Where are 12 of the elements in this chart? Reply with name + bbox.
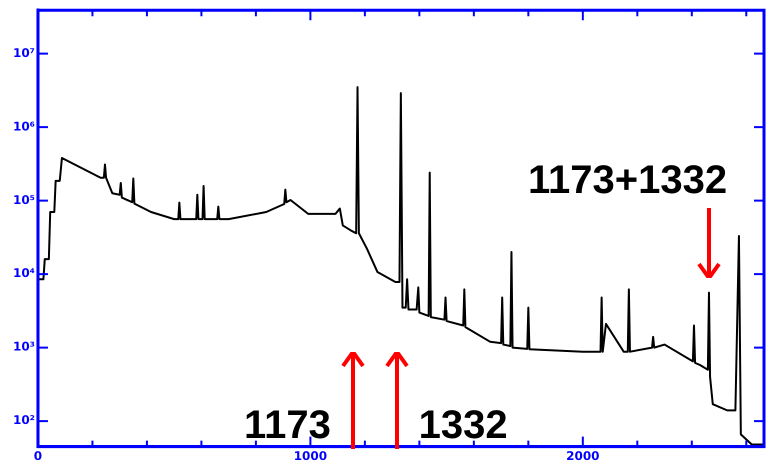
y-tick-label: 10² bbox=[12, 413, 35, 428]
y-tick-label: 10⁷ bbox=[12, 46, 35, 60]
x-tick-label: 1000 bbox=[294, 448, 328, 463]
y-tick-label: 10⁵ bbox=[12, 192, 35, 207]
y-tick-label: 10⁴ bbox=[12, 266, 35, 280]
annotation: 1173 bbox=[244, 402, 331, 447]
annotation: 1173+1332 bbox=[528, 158, 728, 202]
x-tick-label: 2000 bbox=[566, 448, 600, 463]
y-tick-label: 10³ bbox=[12, 340, 35, 354]
y-tick-label: 10⁶ bbox=[12, 119, 35, 134]
x-tick-label: 0 bbox=[34, 448, 42, 463]
annotation: 1332 bbox=[418, 402, 508, 447]
